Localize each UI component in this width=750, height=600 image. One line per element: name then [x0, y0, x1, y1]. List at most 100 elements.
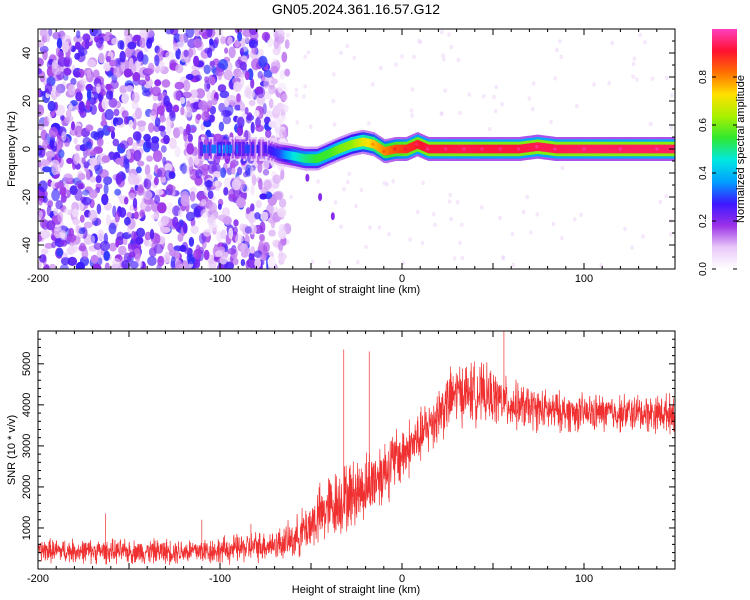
- spectrogram-cell: [118, 207, 127, 218]
- spectrogram-cell: [303, 84, 308, 89]
- spectrogram-cell: [432, 212, 436, 217]
- spectrogram-ridge-cell: [450, 144, 453, 154]
- spectrogram-cell: [270, 65, 279, 74]
- spectrogram-ridge-cell: [589, 144, 592, 154]
- spectrogram-cell: [332, 122, 337, 127]
- spectrogram-cell: [174, 81, 185, 90]
- spectrogram-cell: [237, 116, 245, 129]
- spectrogram-ridge-cell: [208, 141, 211, 157]
- spectrogram-cell: [385, 182, 389, 187]
- spectrogram-cell: [244, 247, 251, 254]
- spectrogram-cell: [215, 250, 223, 258]
- spectrogram-cell: [262, 158, 270, 170]
- spectrogram-ridge-cell: [419, 141, 422, 150]
- spectrogram-ridge-peak: [393, 147, 397, 151]
- spectrogram-ridge-cell: [483, 144, 486, 154]
- spectrogram-cell: [60, 257, 71, 266]
- spectrogram-ridge-cell: [565, 144, 568, 154]
- spectrogram-ridge-cell: [621, 144, 625, 154]
- spectrogram-cell: [120, 59, 125, 72]
- snr-ylabel: SNR (10 * v/v): [6, 415, 18, 485]
- spectrogram-cell: [91, 263, 102, 269]
- spectrogram-cell: [277, 207, 287, 218]
- spectrogram-ridge-cell: [326, 150, 329, 159]
- spectrogram-ridge-cell: [552, 144, 555, 153]
- spectrogram-cell: [185, 106, 193, 118]
- spectrogram-cell: [115, 173, 122, 185]
- spectrogram-ridge-cell: [377, 142, 380, 152]
- spectrogram-ridge-cell: [547, 143, 550, 153]
- spectrogram-cell: [553, 76, 557, 81]
- spectrogram-cell: [207, 47, 213, 59]
- spectrogram-cell: [96, 247, 103, 258]
- spectrogram-cell: [103, 183, 109, 195]
- spectrogram-cell: [155, 189, 164, 196]
- spectrogram-cell: [447, 32, 451, 37]
- spectrogram-ridge-cell: [422, 142, 425, 151]
- spectrogram-cell: [67, 245, 74, 256]
- spectrogram-ridge-cell: [630, 144, 633, 154]
- spectrogram-cell: [352, 55, 357, 60]
- spectrogram-ridge-cell: [579, 144, 582, 154]
- spectrogram-ridge-cell: [544, 143, 547, 152]
- spectrogram-cell: [137, 184, 144, 194]
- spectrogram-ridge-cell: [387, 146, 390, 155]
- spectrogram-cell: [89, 157, 98, 166]
- spectrogram-cell: [214, 67, 225, 77]
- spectrogram-cell: [630, 245, 634, 250]
- spectrogram-cell: [95, 175, 102, 184]
- spectrogram-ridge-cell: [345, 142, 348, 151]
- spectrogram-cell: [160, 226, 171, 233]
- spectrogram-cell: [86, 59, 96, 68]
- spectrogram-cell: [669, 232, 673, 237]
- spectrogram-ridge-cell: [386, 146, 389, 156]
- spectrogram-cell: [185, 123, 191, 136]
- spectrogram-ridge-cell: [339, 144, 342, 153]
- spectrogram-cell: [648, 121, 653, 127]
- spectrogram-cell: [408, 237, 413, 242]
- colorbar-ticks: 0.0 0.2 0.4 0.6 0.8: [698, 70, 737, 276]
- spectrogram-cell: [194, 258, 201, 269]
- spectrogram-cell: [110, 130, 116, 140]
- spectrogram-cell: [49, 263, 57, 269]
- spectrogram-ridge-cell: [429, 144, 432, 154]
- spectrogram-ridge-cell: [250, 141, 253, 157]
- spectrogram-cell: [47, 113, 52, 123]
- spectrogram-cell: [138, 79, 147, 86]
- spectrogram-cell: [132, 71, 141, 82]
- spectrogram-ridge-peak: [382, 149, 386, 153]
- spectrogram-cell: [142, 89, 151, 97]
- spectrogram-ridge-cell: [346, 141, 349, 151]
- spectrogram-cell: [267, 256, 276, 268]
- spectrogram-cell: [280, 168, 285, 181]
- spectrogram-cell: [39, 254, 47, 263]
- x-tick-label: 100: [575, 573, 593, 585]
- spectrogram-ridge-cell: [310, 154, 313, 163]
- spectrogram-ridge-cell: [503, 144, 507, 154]
- spectrogram-cell: [219, 256, 228, 265]
- spectrogram-cell: [68, 227, 75, 237]
- spectrogram-ridge-cell: [370, 139, 373, 148]
- spectrogram-cell: [121, 92, 129, 105]
- spectrogram-ridge-cell: [649, 144, 652, 154]
- spectrogram-ridge-cell: [278, 149, 281, 159]
- spectrogram-ridge-cell: [474, 144, 477, 154]
- spectrogram-cell: [185, 211, 196, 222]
- spectrogram-ridge-cell: [479, 144, 482, 154]
- spectrogram-cell: [558, 39, 562, 44]
- spectrogram-cell: [114, 211, 121, 223]
- spectrogram-cell: [157, 220, 164, 228]
- spectrogram-ridge-cell: [402, 144, 405, 154]
- spectrogram-cell: [339, 224, 343, 229]
- spectrogram-cell: [175, 63, 184, 74]
- spectrogram-cell: [382, 180, 387, 186]
- spectrogram-ridge-cell: [467, 144, 470, 154]
- spectrogram-ridge-cell: [435, 144, 438, 154]
- spectrogram-cell: [189, 191, 196, 202]
- spectrogram-cell: [346, 179, 350, 185]
- spectrogram-cell: [400, 54, 404, 59]
- spectrogram-cell: [209, 105, 216, 115]
- spectrogram-cell: [49, 139, 55, 149]
- spectrogram-ridge-cell: [653, 144, 657, 154]
- spectrogram-cell: [270, 78, 278, 85]
